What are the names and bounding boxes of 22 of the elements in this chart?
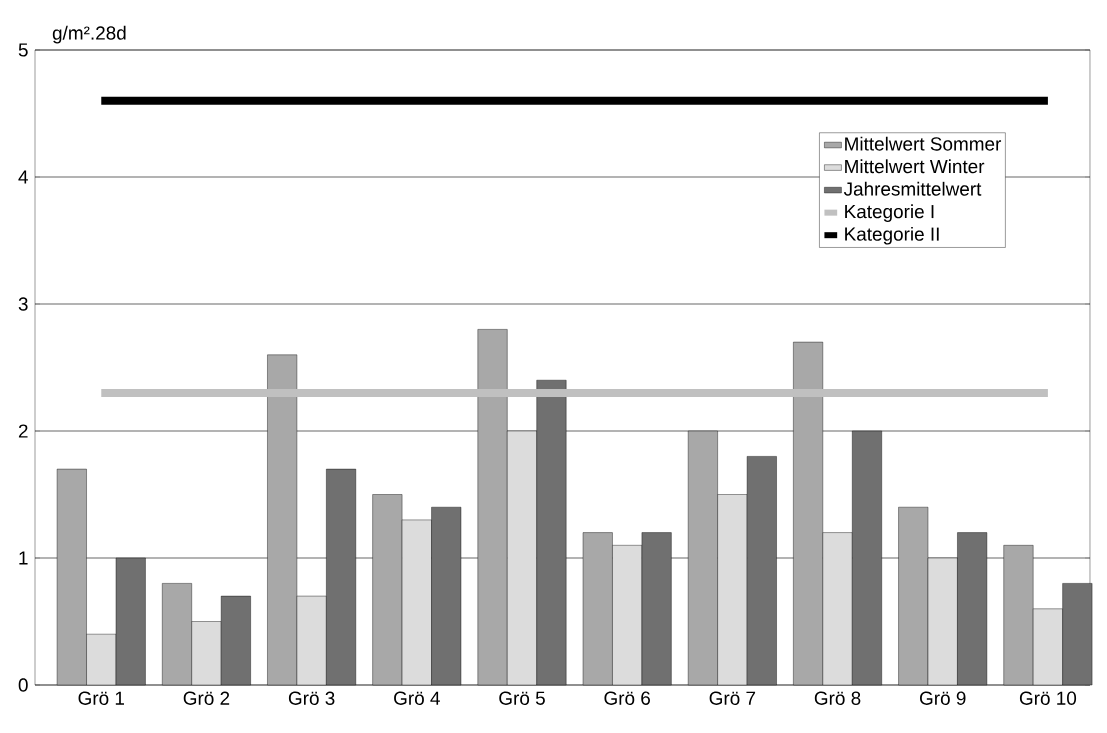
x-tick-label: Grö 4 xyxy=(394,691,440,705)
y-tick-label: 4 xyxy=(18,170,28,184)
x-tick-label: Grö 1 xyxy=(78,691,124,705)
x-tick-label: Grö 6 xyxy=(604,691,650,705)
x-tick-label: Grö 7 xyxy=(709,691,756,705)
x-tick-label: Grö 2 xyxy=(183,691,230,705)
y-tick-label: 1 xyxy=(19,551,28,565)
x-tick-label: Grö 9 xyxy=(920,691,966,705)
x-tick-label: Grö 3 xyxy=(288,691,335,705)
y-tick-label: 0 xyxy=(18,678,28,692)
y-tick-label: 3 xyxy=(18,297,28,311)
legend-label: Mittelwert Sommer xyxy=(845,136,1002,151)
legend-label: Jahresmittelwert xyxy=(843,181,982,196)
y-tick-label: 5 xyxy=(18,43,28,57)
legend-label: Kategorie I xyxy=(845,204,934,222)
x-tick-label: Grö 5 xyxy=(499,691,545,705)
y-axis-title: g/m².28d xyxy=(52,25,126,44)
x-tick-label: Grö 8 xyxy=(814,691,861,705)
legend-label: Kategorie II xyxy=(845,226,939,245)
x-tick-label: Grö 10 xyxy=(1019,691,1077,705)
y-tick-label: 2 xyxy=(18,424,28,438)
legend-label: Mittelwert Winter xyxy=(845,159,985,174)
